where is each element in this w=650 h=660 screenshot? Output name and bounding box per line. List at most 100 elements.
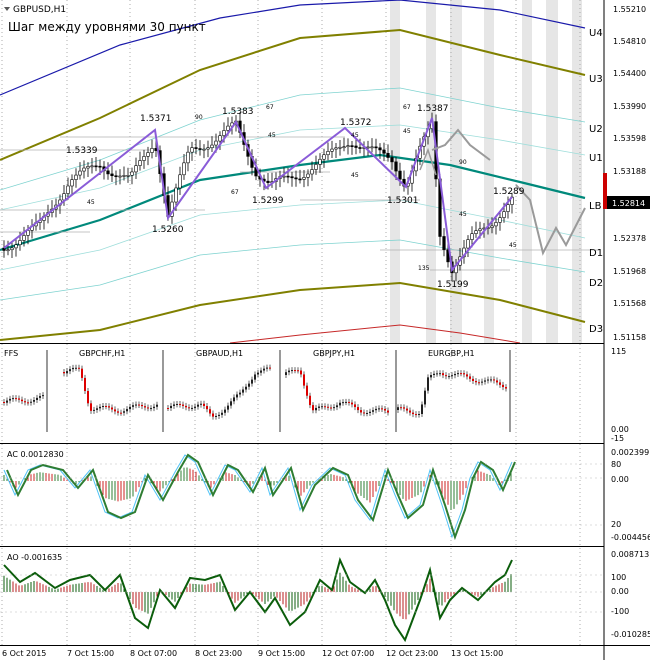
fx-candle [141, 404, 143, 407]
candle-body [174, 187, 178, 203]
candle-body [382, 149, 386, 154]
fx-candle [120, 412, 122, 414]
forecast-mid [419, 147, 437, 176]
fx-candle [363, 412, 365, 414]
level-label-d1: D1 [589, 248, 603, 259]
fx-candle [227, 405, 229, 410]
candle-body [82, 167, 86, 172]
ac-main-line [6, 453, 516, 541]
fx-candle [403, 407, 405, 409]
fx-pair-title: GBPCHF,H1 [79, 349, 125, 358]
band-u1 [0, 124, 586, 211]
candle-body [62, 193, 66, 201]
candle-body [350, 145, 354, 147]
fx-candle [72, 367, 74, 370]
fx-candle [221, 412, 223, 415]
band-middle [0, 153, 586, 252]
fx-candle [135, 404, 137, 406]
candle-body [94, 165, 98, 168]
fx-candle [469, 376, 471, 379]
fx-axis-tick: -15 [611, 434, 624, 443]
fx-candle [381, 408, 383, 410]
candle-body [354, 145, 358, 148]
candle-body [358, 147, 362, 149]
candle-body [226, 125, 230, 131]
fx-candle [409, 410, 411, 413]
zigzag-path [3, 117, 513, 273]
candle-body [70, 179, 74, 187]
price-indicator-bar [603, 173, 607, 209]
ac-axis-tick: 20 [611, 520, 621, 529]
segment-label: 45 [268, 132, 276, 139]
fx-candle [185, 405, 187, 408]
fx-candle [42, 395, 44, 397]
candle-body [130, 171, 134, 176]
fx-candle [12, 398, 14, 400]
collapse-triangle-icon[interactable] [4, 7, 10, 11]
price-tick: 1.53598 [613, 134, 646, 143]
candle-body [106, 170, 110, 175]
candle-body [2, 247, 6, 251]
fx-candle [285, 372, 287, 375]
candle-body [334, 147, 338, 150]
fx-pairs-panel[interactable]: FFS GBPCHF,H1 GBPAUD,H1 GBPJPY,H1 EURGBP… [3, 349, 511, 432]
fx-candle [123, 411, 125, 413]
fx-candle [24, 401, 26, 403]
fx-candle [321, 406, 323, 408]
fx-candle [144, 406, 146, 408]
candle-body [14, 244, 18, 249]
candle-body [322, 154, 326, 160]
fx-candle [448, 376, 450, 378]
level-label-u3: U3 [589, 74, 603, 85]
ao-indicator-panel[interactable]: AO -0.001635 [0, 553, 604, 643]
session-band [390, 0, 400, 343]
zigzag-line [3, 117, 513, 273]
time-tick: 8 Oct 07:00 [130, 649, 177, 658]
candle-body [10, 247, 14, 251]
fx-candle [266, 367, 268, 369]
pivot-label: 1.5339 [66, 146, 98, 156]
candle-body [206, 147, 210, 150]
ac-axis-tick: -0.004456 [611, 533, 650, 542]
candle-body [370, 146, 374, 149]
fx-candle [303, 374, 305, 386]
fx-candle [179, 403, 181, 405]
price-candles [2, 112, 514, 282]
fx-candle [69, 369, 71, 372]
fx-candle [487, 379, 489, 381]
segment-label: 45 [351, 132, 359, 139]
pivot-label: 1.5383 [222, 107, 254, 117]
level-lines [0, 136, 600, 271]
fx-candle [239, 392, 241, 395]
fx-candle [451, 375, 453, 377]
fx-candle [257, 372, 259, 375]
fx-candle [75, 367, 77, 369]
band-d2 [0, 239, 586, 301]
candle-body [146, 152, 150, 157]
fx-candle [138, 404, 140, 406]
fx-candle [39, 396, 41, 398]
fx-candle [291, 370, 293, 372]
fx-candle [191, 407, 193, 409]
candle-body [194, 147, 198, 149]
candle-body [390, 157, 394, 163]
fx-candle [421, 404, 423, 414]
fx-candle [269, 367, 271, 369]
main-price-panel[interactable]: 1.5339 1.5371 1.5383 1.5260 1.5299 1.537… [0, 0, 603, 344]
fx-candle [203, 403, 205, 406]
fx-candle [336, 405, 338, 408]
fx-candle [490, 379, 492, 381]
segment-label: 90 [459, 159, 467, 166]
fx-candle [194, 406, 196, 408]
current-price-label: 1.52814 [612, 199, 645, 208]
fx-candle [27, 402, 29, 404]
fx-candle [182, 404, 184, 406]
fx-candle [254, 374, 256, 380]
candle-body [386, 153, 390, 158]
pivot-label: 1.5260 [152, 225, 184, 235]
ac-indicator-panel[interactable]: AC 0.0012830 [0, 450, 604, 541]
time-tick: 9 Oct 15:00 [258, 649, 305, 658]
price-tick: 1.53990 [613, 102, 646, 111]
fx-candle [215, 415, 217, 417]
